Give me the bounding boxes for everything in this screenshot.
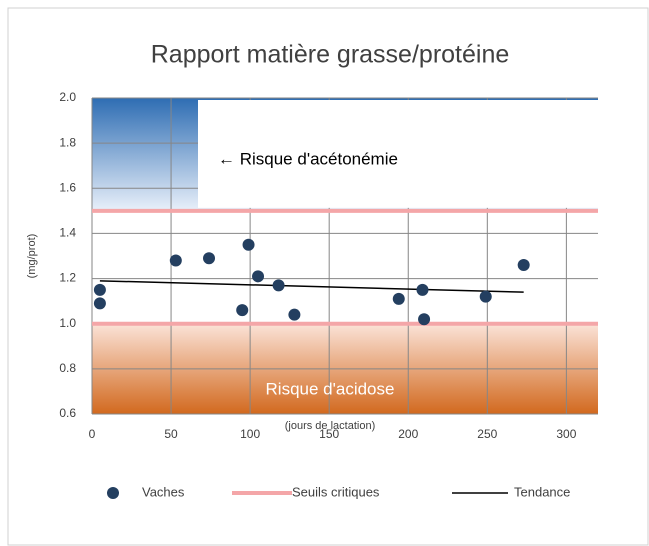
y-tick-label: 1.6 xyxy=(59,180,76,194)
legend-label: Tendance xyxy=(514,484,570,499)
y-tick-label: 0.6 xyxy=(59,406,76,420)
legend-label: Seuils critiques xyxy=(292,484,380,499)
y-axis-label: (mg/prot) xyxy=(26,234,38,279)
data-point xyxy=(242,238,255,251)
x-tick-label: 50 xyxy=(164,427,178,441)
y-tick-label: 1.4 xyxy=(59,226,76,240)
y-tick-label: 2.0 xyxy=(59,90,76,104)
x-tick-label: 100 xyxy=(240,427,260,441)
data-point xyxy=(169,254,182,267)
x-tick-label: 0 xyxy=(89,427,96,441)
x-axis-label: (jours de lactation) xyxy=(285,420,376,432)
data-point xyxy=(236,304,249,317)
y-tick-label: 1.8 xyxy=(59,135,76,149)
data-point xyxy=(517,259,530,272)
x-tick-label: 250 xyxy=(477,427,497,441)
x-tick-label: 200 xyxy=(398,427,418,441)
annotation: ← Risque d'acétonémie xyxy=(218,149,398,168)
data-point xyxy=(479,290,492,303)
data-point xyxy=(392,292,405,305)
legend-marker xyxy=(107,487,119,499)
data-point xyxy=(93,297,106,310)
data-point xyxy=(418,313,431,326)
data-point xyxy=(272,279,285,292)
frame xyxy=(7,7,649,546)
chart-title: Rapport matière grasse/protéine xyxy=(151,41,510,69)
data-point xyxy=(288,308,301,321)
data-point xyxy=(416,283,429,296)
y-tick-label: 0.8 xyxy=(59,361,76,375)
data-point xyxy=(252,270,265,283)
y-tick-label: 1.0 xyxy=(59,316,76,330)
trend-line xyxy=(99,280,524,293)
x-tick-label: 300 xyxy=(556,427,576,441)
annotation-box xyxy=(198,100,598,208)
data-point xyxy=(203,252,216,265)
y-tick-label: 1.2 xyxy=(59,271,76,285)
legend-label: Vaches xyxy=(142,484,185,499)
data-point xyxy=(93,283,106,296)
x-tick-label: 150 xyxy=(319,427,339,441)
annotation: Risque d'acidose xyxy=(266,379,395,398)
